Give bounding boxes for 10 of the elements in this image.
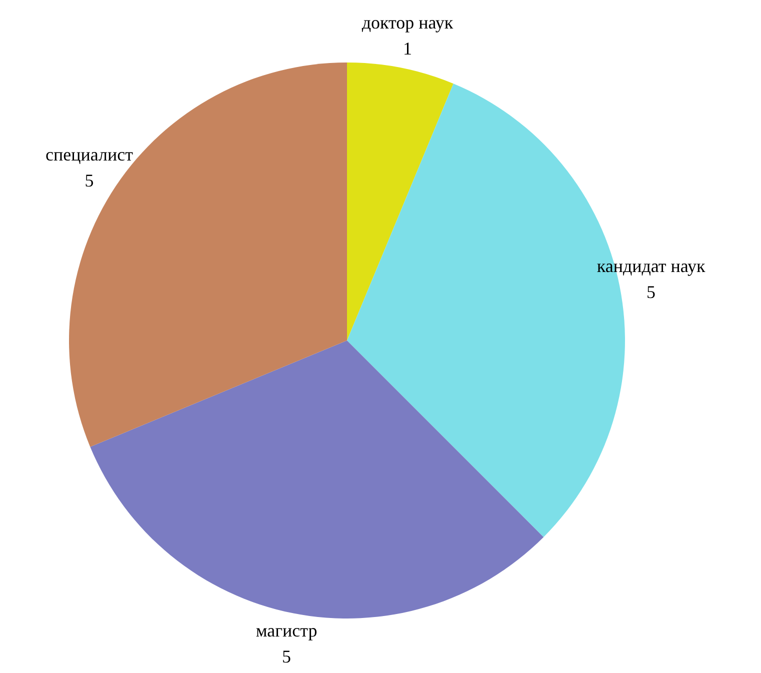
slice-label: специалист xyxy=(45,144,134,164)
slice-label: магистр xyxy=(256,620,318,641)
data-label: 1 xyxy=(402,38,412,58)
data-label: 5 xyxy=(84,170,94,190)
pie-slice xyxy=(90,340,544,618)
pie-slice xyxy=(347,62,454,340)
data-label: 5 xyxy=(282,646,292,667)
slice-label: кандидат наук xyxy=(596,256,706,276)
data-label: 5 xyxy=(646,282,656,302)
slice-label: доктор наук xyxy=(362,12,454,32)
